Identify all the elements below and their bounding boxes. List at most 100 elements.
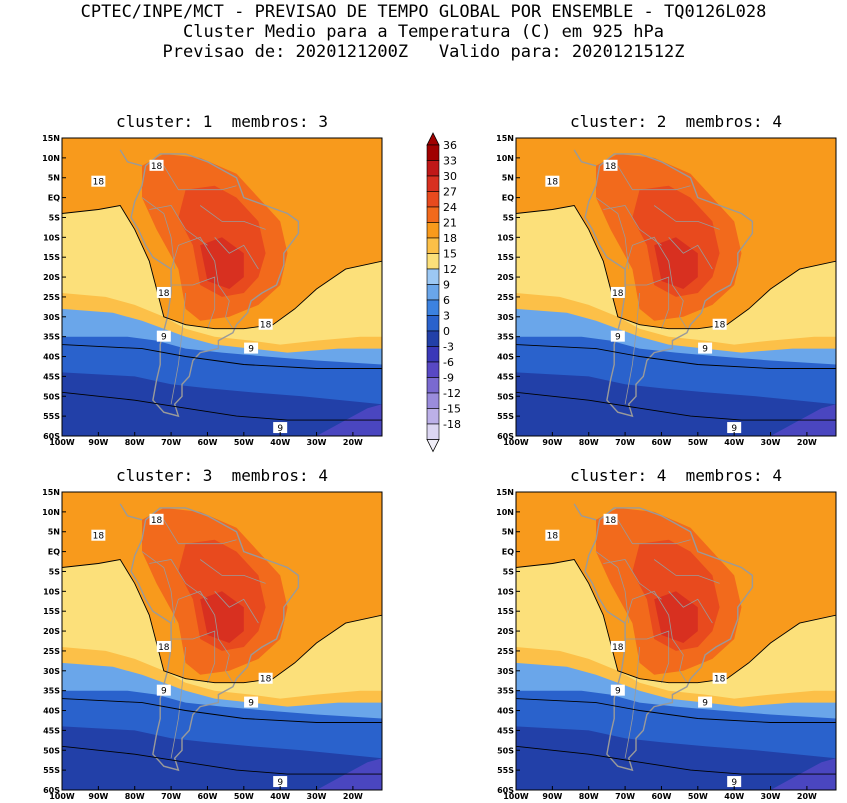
contour-label: 9	[615, 687, 621, 697]
colorbar-label: -9	[443, 372, 454, 385]
contour-label-box	[610, 330, 625, 342]
colorbar-segment	[426, 191, 440, 208]
lat-tick-label: EQ	[48, 548, 60, 557]
contour-label-box	[156, 286, 171, 298]
lat-tick-label: 5N	[48, 174, 60, 183]
country-border	[170, 590, 234, 683]
lat-tick-label: 20S	[497, 273, 514, 282]
contour-9	[516, 698, 836, 723]
contour-label: 18	[260, 675, 272, 685]
lon-tick-label: 60W	[651, 792, 671, 801]
lon-tick-label: 90W	[542, 438, 562, 447]
contour-label-box	[610, 286, 625, 298]
contour-label-box	[91, 529, 106, 541]
lat-tick-label: 15N	[496, 134, 514, 143]
lat-tick-label: 50S	[43, 746, 60, 755]
contour-9	[62, 698, 382, 723]
lon-tick-label: 50W	[688, 792, 708, 801]
contour-label: 18	[547, 532, 559, 542]
contour-label: 9	[615, 333, 621, 343]
lat-tick-label: 30S	[497, 667, 514, 676]
contour-label: 18	[714, 321, 726, 331]
country-border	[141, 197, 176, 270]
contour-label: 18	[158, 289, 170, 299]
colorbar-segment	[426, 237, 440, 254]
country-border	[595, 551, 630, 624]
lat-tick-label: 10N	[496, 508, 514, 517]
map-panel-4: 18 18 18 18 9 9 9 15N 10N 5N EQ 5S 10S 15S 20S 25S 30S 35…	[496, 488, 837, 801]
country-border	[149, 205, 208, 246]
continent-outline	[130, 153, 300, 418]
contour-label-box	[712, 672, 727, 684]
panel-2-title: cluster: 2 membros: 4	[570, 112, 782, 131]
contour-label-box	[727, 422, 742, 434]
colorbar-segment	[426, 346, 440, 363]
contour-label: 18	[612, 289, 624, 299]
lon-tick-label: 20W	[343, 792, 363, 801]
lat-tick-label: 10S	[43, 587, 60, 596]
lat-tick-label: 15S	[43, 253, 60, 262]
lat-tick-label: 10N	[496, 154, 514, 163]
colorbar-segment	[426, 253, 440, 270]
country-border	[163, 519, 237, 545]
colorbar-label: 0	[443, 325, 450, 338]
colorbar-bottom-arrow	[426, 439, 440, 453]
lat-tick-label: 40S	[497, 353, 514, 362]
country-border	[624, 646, 640, 759]
colorbar-top-arrow	[426, 132, 440, 146]
contour-label: 18	[714, 675, 726, 685]
colorbar-label: 15	[443, 248, 457, 261]
contour-0	[62, 745, 382, 775]
panel-frame	[61, 137, 383, 437]
header-line-1: CPTEC/INPE/MCT - PREVISAO DE TEMPO GLOBA…	[80, 2, 767, 22]
country-border	[668, 591, 713, 624]
lat-tick-label: EQ	[502, 548, 514, 557]
contour-label: 18	[151, 162, 163, 172]
colorbar-segment	[426, 408, 440, 425]
country-border	[617, 519, 691, 545]
lat-tick-label: 45S	[497, 372, 514, 381]
lat-tick-label: 45S	[497, 726, 514, 735]
lon-tick-label: 70W	[615, 438, 635, 447]
lat-tick-label: 20S	[497, 627, 514, 636]
lat-tick-label: 45S	[43, 372, 60, 381]
lat-tick-label: 60S	[43, 432, 60, 441]
lat-tick-label: 50S	[43, 392, 60, 401]
contour-label-box	[603, 159, 618, 171]
country-border	[163, 165, 237, 191]
colorbar-segment	[426, 423, 440, 440]
lat-tick-label: 50S	[497, 746, 514, 755]
contour-18	[516, 205, 836, 330]
lon-tick-label: 70W	[161, 792, 181, 801]
temp-field-27	[200, 591, 244, 643]
lat-tick-label: 5N	[502, 174, 514, 183]
lon-tick-label: 50W	[688, 438, 708, 447]
contour-label: 9	[702, 699, 708, 709]
temp-field-27	[654, 591, 698, 643]
lat-tick-label: 5N	[502, 528, 514, 537]
colorbar-segment	[426, 144, 440, 161]
country-border	[171, 630, 216, 683]
country-border	[214, 237, 259, 270]
lon-tick-label: 40W	[724, 792, 744, 801]
contour-18	[62, 559, 382, 684]
colorbar-label: 21	[443, 217, 457, 230]
temp-field-9	[516, 308, 836, 369]
contour-label: 18	[605, 162, 617, 172]
colorbar-label: 12	[443, 263, 457, 276]
lat-tick-label: 45S	[43, 726, 60, 735]
contour-label-box	[244, 696, 259, 708]
colorbar-segment	[426, 160, 440, 177]
lon-tick-label: 100W	[49, 438, 75, 447]
lat-tick-label: 40S	[43, 353, 60, 362]
lon-tick-label: 80W	[125, 792, 145, 801]
colorbar-segment	[426, 315, 440, 332]
lat-tick-label: 15S	[497, 253, 514, 262]
lon-tick-label: 70W	[615, 792, 635, 801]
lon-tick-label: 80W	[579, 792, 599, 801]
contour-label: 18	[605, 516, 617, 526]
contour-label: 18	[151, 516, 163, 526]
colorbar-segment	[426, 268, 440, 285]
lon-tick-label: 30W	[307, 438, 327, 447]
colorbar-segment	[426, 377, 440, 394]
